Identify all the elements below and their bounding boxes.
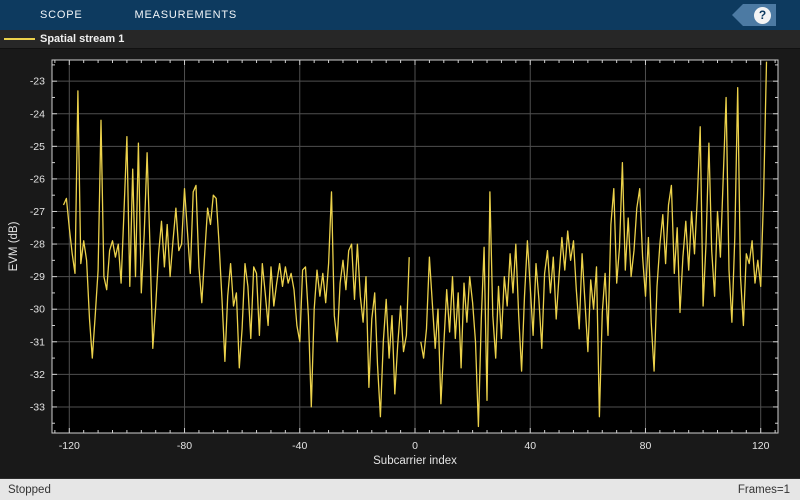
status-bar: Stopped Frames=1 [0, 478, 800, 500]
x-axis-label: Subcarrier index [373, 455, 457, 467]
svg-text:0: 0 [412, 440, 418, 452]
svg-text:-24: -24 [30, 108, 45, 120]
svg-text:-23: -23 [30, 76, 45, 88]
status-text: Stopped [8, 483, 51, 496]
svg-text:-120: -120 [59, 440, 80, 452]
evm-line [420, 61, 768, 428]
legend-bar: Spatial stream 1 [0, 30, 800, 49]
svg-text:-26: -26 [30, 173, 45, 185]
svg-text:-27: -27 [30, 206, 45, 218]
tab-scope[interactable]: SCOPE [40, 9, 83, 21]
frames-counter: Frames=1 [737, 483, 790, 496]
svg-text:-80: -80 [177, 440, 192, 452]
legend-line-swatch [4, 38, 35, 40]
svg-text:120: 120 [752, 440, 770, 452]
svg-text:-31: -31 [30, 336, 45, 348]
evm-plot-canvas[interactable]: -120 -80 -40 0 40 80 120 -33 -32 -31 -30 -29 -28 -27 -… [0, 49, 800, 478]
help-button[interactable]: ? [732, 4, 776, 26]
help-icon: ? [754, 6, 771, 24]
svg-text:40: 40 [524, 440, 536, 452]
svg-text:-33: -33 [30, 401, 45, 413]
evm-line [62, 90, 410, 418]
toolbar: SCOPE MEASUREMENTS ? [0, 0, 800, 30]
legend-label: Spatial stream 1 [40, 33, 125, 45]
svg-text:-25: -25 [30, 141, 45, 153]
svg-text:-30: -30 [30, 304, 45, 316]
svg-text:-28: -28 [30, 239, 45, 251]
svg-text:-29: -29 [30, 271, 45, 283]
y-axis-label: EVM (dB) [8, 221, 20, 271]
tab-measurements[interactable]: MEASUREMENTS [134, 9, 238, 21]
svg-text:-40: -40 [292, 440, 307, 452]
svg-text:80: 80 [640, 440, 652, 452]
plot-figure: -120 -80 -40 0 40 80 120 -33 -32 -31 -30 -29 -28 -27 -… [0, 49, 800, 478]
svg-text:-32: -32 [30, 369, 45, 381]
axes-border [51, 59, 779, 434]
